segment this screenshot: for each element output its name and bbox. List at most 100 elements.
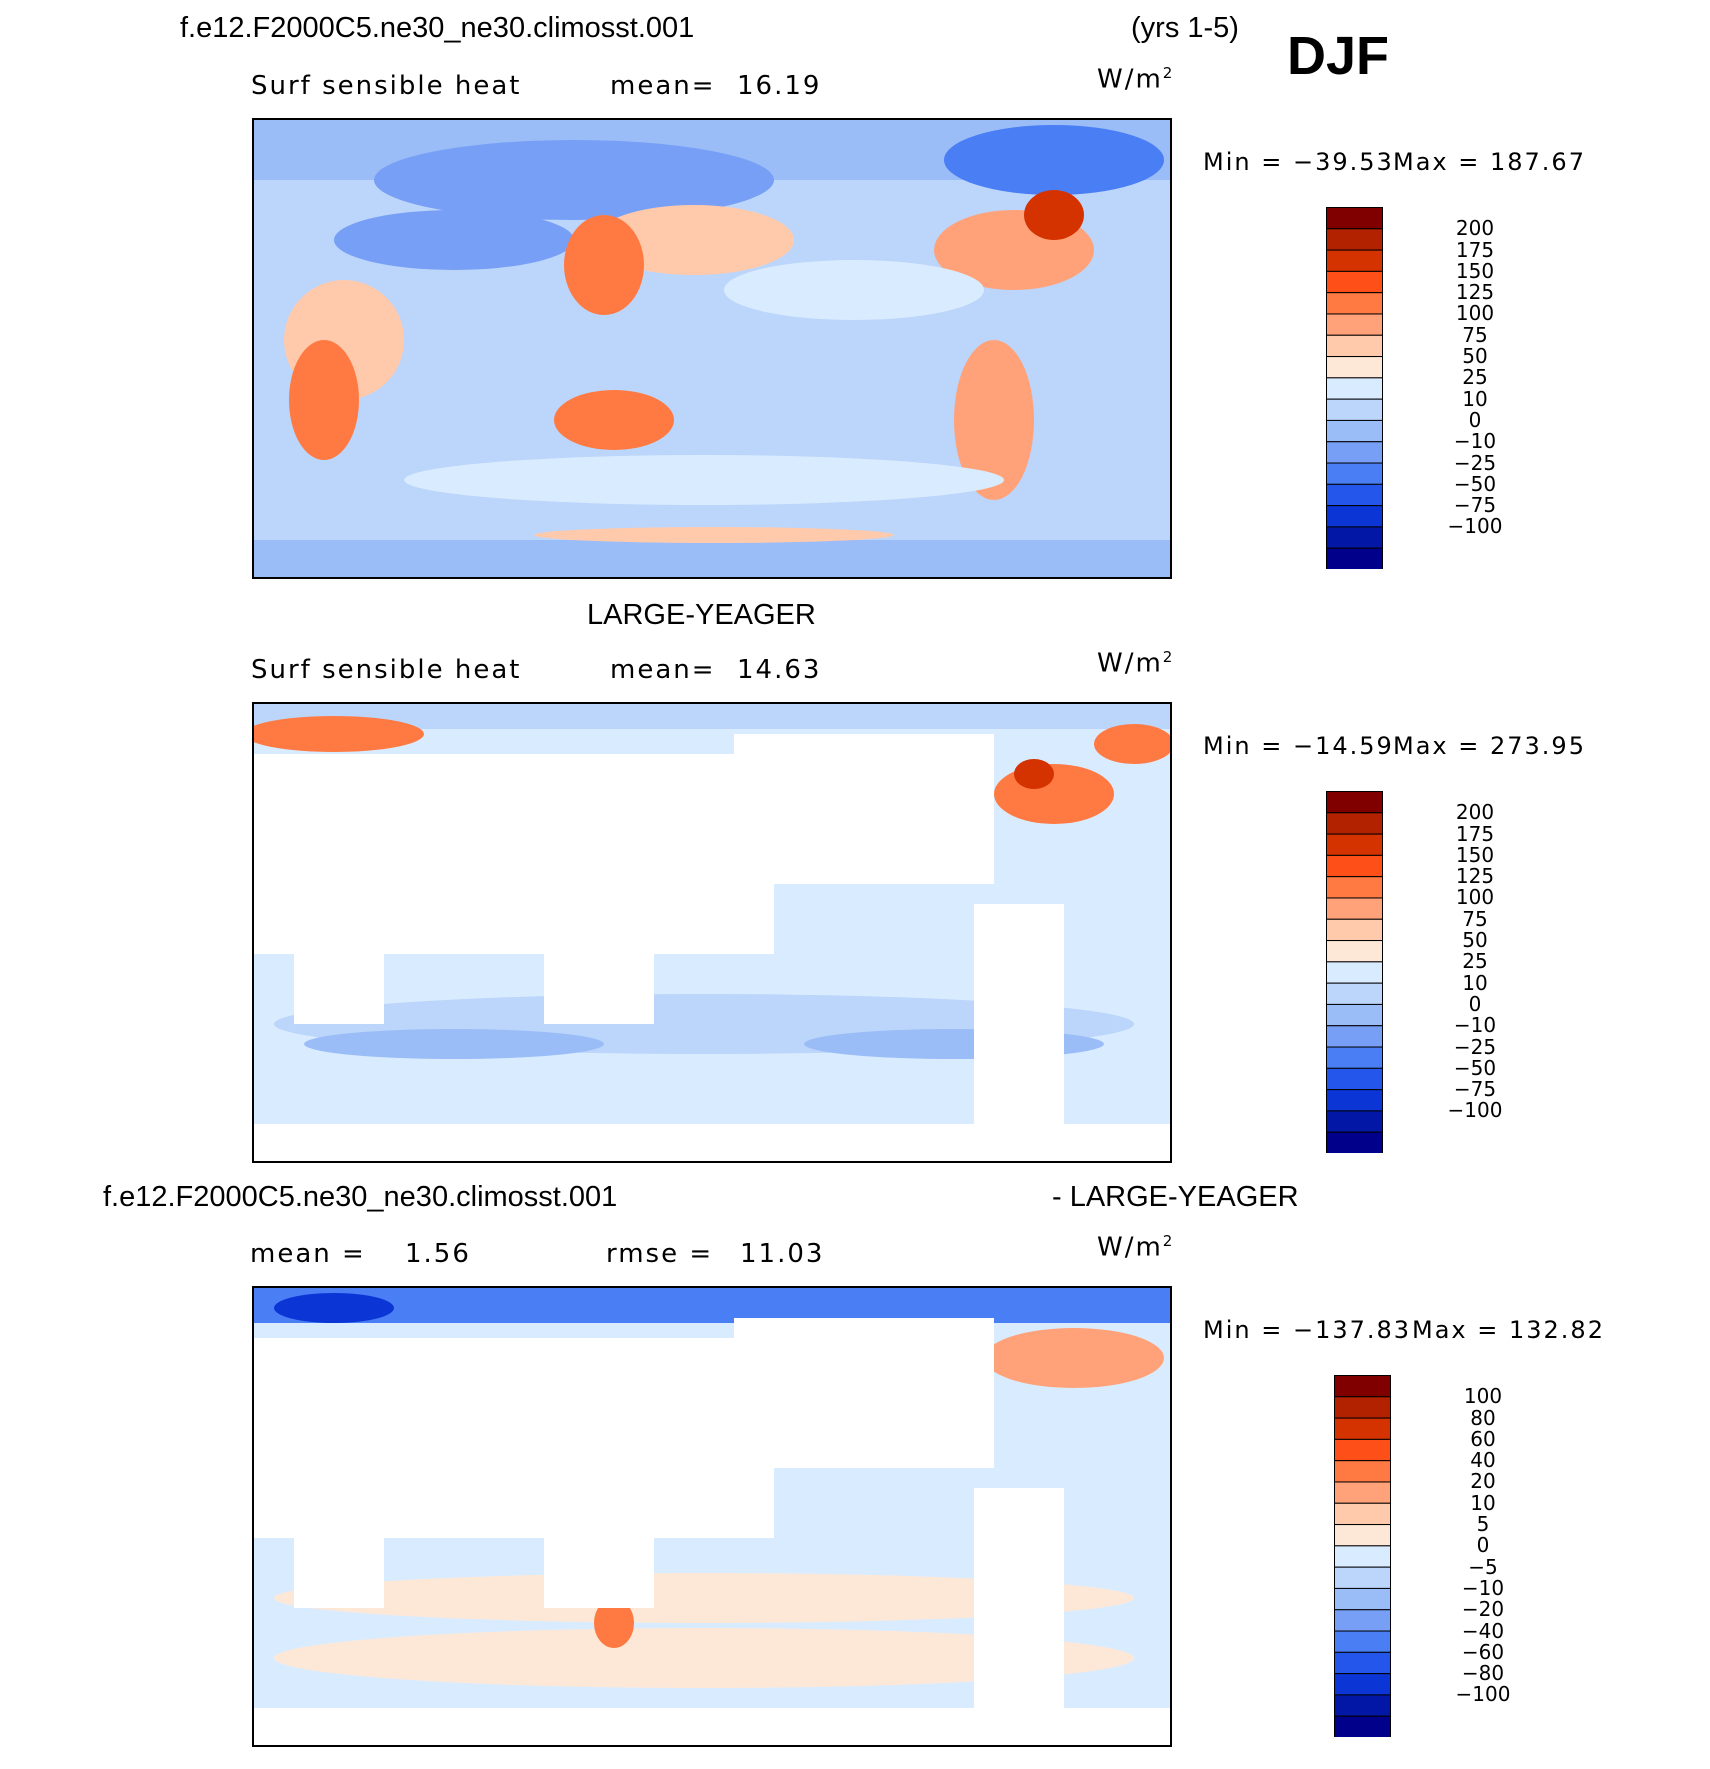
panel2-colorbar-boxes (1326, 791, 1383, 1154)
colorbar-box (1326, 334, 1383, 358)
colorbar-box (1334, 1566, 1391, 1589)
panel2-variable: Surf sensible heat (251, 655, 522, 685)
colorbar-box (1326, 419, 1383, 443)
colorbar-tick-label: −100 (1447, 1098, 1503, 1123)
panel2-colorbar-labels: 200 175 150 125 100 75 50 25 10 0 −10 −25 −50 −75 −100 (1390, 791, 1510, 1153)
panel3-colorbar-boxes (1334, 1375, 1391, 1738)
panel3-max: Max = 132.82 (1412, 1316, 1605, 1344)
colorbar-box (1334, 1630, 1391, 1653)
colorbar-box (1326, 377, 1383, 400)
colorbar-box (1326, 854, 1383, 878)
panel3-rmse-value: 11.03 (740, 1239, 825, 1269)
colorbar-tick-label: 0 (1476, 1533, 1490, 1558)
colorbar-box (1334, 1396, 1391, 1419)
colorbar-box (1334, 1609, 1391, 1632)
colorbar-box (1326, 940, 1383, 963)
years-label: (yrs 1-5) (1131, 12, 1239, 44)
colorbar-box (1326, 249, 1383, 272)
colorbar-box (1334, 1587, 1391, 1611)
panel3-colorbar-labels: 100 80 60 40 20 10 5 0 −5 −10 −20 −40 −60 −80 −100 (1398, 1375, 1518, 1737)
colorbar-tick-label: 175 (1455, 237, 1495, 262)
colorbar-tick-label: 50 (1462, 344, 1488, 369)
colorbar-box (1326, 897, 1383, 920)
colorbar-tick-label: −25 (1453, 1034, 1497, 1059)
colorbar-tick-label: 125 (1455, 280, 1495, 305)
panel3-rmse-label: rmse = (606, 1239, 714, 1269)
colorbar-box (1326, 1067, 1383, 1091)
colorbar-tick-label: −50 (1453, 1055, 1497, 1080)
panel2-title: LARGE-YEAGER (587, 599, 816, 631)
colorbar-tick-label: 75 (1462, 322, 1488, 347)
colorbar-box (1326, 505, 1383, 528)
colorbar-box (1334, 1460, 1391, 1483)
colorbar-box (1334, 1417, 1391, 1440)
panel3-mean-label: mean = (250, 1239, 366, 1269)
colorbar-tick-label: 5 (1476, 1512, 1490, 1537)
colorbar-box (1326, 270, 1383, 294)
colorbar-box (1326, 462, 1383, 485)
panel1-max: Max = 187.67 (1393, 148, 1586, 176)
colorbar-tick-label: 20 (1470, 1469, 1496, 1494)
colorbar-tick-label: −10 (1461, 1575, 1505, 1600)
panel1-colorbar (1326, 207, 1383, 570)
panel3-field (254, 1288, 1170, 1745)
colorbar-tick-label: 25 (1462, 949, 1488, 974)
colorbar-tick-label: 125 (1455, 864, 1495, 889)
colorbar-tick-label: 50 (1462, 928, 1488, 953)
panel3-title-right: - LARGE-YEAGER (1052, 1181, 1299, 1213)
colorbar-box (1334, 1502, 1391, 1526)
panel2-field (254, 704, 1170, 1161)
colorbar-tick-label: 200 (1455, 800, 1495, 825)
colorbar-tick-label: 25 (1462, 365, 1488, 390)
colorbar-tick-label: 10 (1462, 970, 1488, 995)
panel2-mean-label: mean= (610, 655, 716, 685)
colorbar-box (1326, 526, 1383, 549)
colorbar-box (1326, 982, 1383, 1005)
colorbar-box (1326, 961, 1383, 984)
colorbar-box (1326, 228, 1383, 251)
colorbar-box (1334, 1715, 1391, 1738)
colorbar-box (1326, 1025, 1383, 1048)
colorbar-box (1334, 1694, 1391, 1717)
panel3-title-left: f.e12.F2000C5.ne30_ne30.climosst.001 (103, 1181, 618, 1213)
colorbar-tick-label: −80 (1461, 1661, 1505, 1686)
panel3-mean-value: 1.56 (405, 1239, 471, 1269)
colorbar-box (1326, 1046, 1383, 1069)
colorbar-box (1334, 1545, 1391, 1568)
colorbar-box (1334, 1524, 1391, 1547)
panel2-mean-value: 14.63 (737, 655, 822, 685)
colorbar-tick-label: 100 (1455, 301, 1495, 326)
colorbar-tick-label: −50 (1453, 471, 1497, 496)
panel2-map (252, 702, 1172, 1163)
colorbar-box (1326, 812, 1383, 835)
panel1-colorbar-boxes (1326, 207, 1383, 570)
colorbar-tick-label: −10 (1453, 1013, 1497, 1038)
colorbar-tick-label: −10 (1453, 429, 1497, 454)
colorbar-tick-label: 0 (1468, 991, 1482, 1016)
colorbar-tick-label: 100 (1455, 885, 1495, 910)
panel1-map (252, 118, 1172, 579)
colorbar-box (1326, 876, 1383, 899)
panel2-max: Max = 273.95 (1393, 732, 1586, 760)
colorbar-tick-label: 80 (1470, 1405, 1496, 1430)
colorbar-tick-label: −5 (1468, 1554, 1498, 1579)
colorbar-box (1326, 833, 1383, 856)
colorbar-tick-label: −40 (1461, 1618, 1505, 1643)
colorbar-tick-label: 10 (1462, 386, 1488, 411)
panel1-mean-value: 16.19 (737, 71, 822, 101)
panel1-field (254, 120, 1170, 577)
colorbar-tick-label: 100 (1463, 1384, 1503, 1409)
panel1-mean-label: mean= (610, 71, 716, 101)
colorbar-box (1326, 918, 1383, 942)
colorbar-box (1326, 1089, 1383, 1112)
panel3-min: Min = −137.83 (1203, 1316, 1412, 1344)
colorbar-box (1326, 292, 1383, 315)
colorbar-tick-label: 150 (1455, 258, 1495, 283)
colorbar-tick-label: −20 (1461, 1597, 1505, 1622)
colorbar-tick-label: −100 (1447, 514, 1503, 539)
panel1-units: W/m2 (1097, 64, 1175, 95)
panel3-map (252, 1286, 1172, 1747)
colorbar-tick-label: 60 (1470, 1426, 1496, 1451)
season-label: DJF (1287, 26, 1390, 86)
case-title: f.e12.F2000C5.ne30_ne30.climosst.001 (180, 12, 695, 44)
